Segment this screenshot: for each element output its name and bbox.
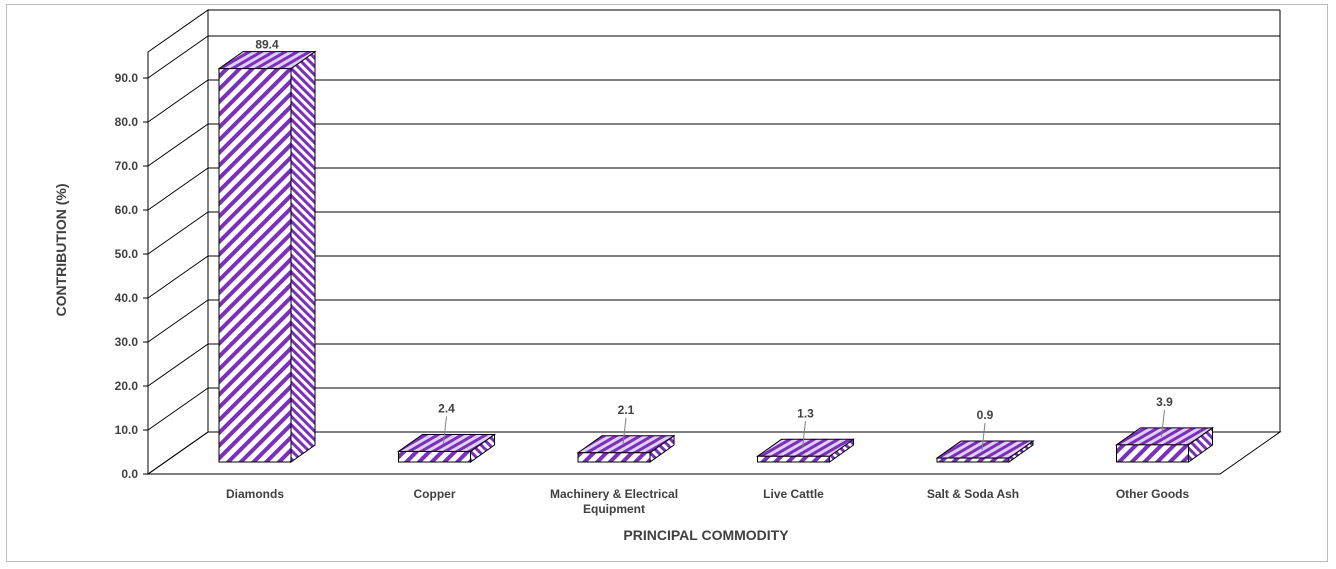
data-label: 89.4 (255, 38, 279, 52)
bar (755, 438, 856, 463)
floor (146, 431, 1282, 475)
data-label: 2.1 (618, 403, 635, 417)
bar (576, 434, 676, 463)
y-tick-label: 70.0 (115, 159, 139, 173)
leader-line (443, 416, 447, 444)
bar (396, 433, 497, 463)
gridline-diagonal (147, 167, 209, 211)
bar-front (218, 68, 292, 463)
bar (935, 440, 1035, 463)
side-wall (147, 9, 209, 475)
category-label: Diamonds (226, 487, 284, 501)
leader-line (802, 421, 806, 449)
gridline-diagonal (147, 343, 209, 387)
data-labels: 89.4 2.4 2.1 1.3 0.9 3.9 (255, 38, 1173, 451)
bar-front (398, 450, 471, 463)
category-label: Other Goods (1116, 487, 1190, 501)
category-labels: Diamonds Copper Machinery & Electrical Equi… (226, 487, 1189, 516)
bars (217, 50, 1215, 463)
bar-side (290, 50, 316, 463)
gridline-diagonal (147, 35, 209, 79)
gridline-diagonal (147, 255, 209, 299)
y-tick-label: 60.0 (115, 203, 139, 217)
y-tick-label: 90.0 (115, 71, 139, 85)
y-tick-labels: 0.0 10.0 20.0 30.0 40.0 50.0 60.0 70.0 80.0 90.0 (115, 71, 139, 481)
bar-front (757, 455, 830, 463)
y-tick-label: 20.0 (115, 379, 139, 393)
leader-line (981, 422, 986, 451)
y-tick-label: 10.0 (115, 423, 139, 437)
gridline-diagonal (147, 387, 209, 431)
data-label: 0.9 (977, 408, 994, 422)
category-label: Copper (414, 487, 456, 501)
gridline-diagonal (147, 431, 209, 475)
leader-line (622, 417, 627, 445)
category-label: Salt & Soda Ash (927, 487, 1019, 501)
gridlines (143, 35, 1280, 475)
bar-front (1116, 444, 1189, 463)
data-label: 2.4 (438, 401, 455, 415)
data-label: 3.9 (1156, 395, 1173, 409)
category-label: Machinery & Electrical Equipment (550, 487, 678, 516)
y-tick-label: 0.0 (121, 467, 138, 481)
gridline-diagonal (147, 79, 209, 123)
y-tick-label: 50.0 (115, 247, 139, 261)
x-axis-title: PRINCIPAL COMMODITY (623, 527, 789, 543)
y-axis-title: CONTRIBUTION (%) (53, 184, 69, 317)
bar-front (936, 457, 1010, 463)
bar (217, 50, 317, 463)
category-label: Live Cattle (763, 487, 824, 501)
data-label: 1.3 (797, 406, 814, 420)
bar (1114, 426, 1215, 463)
y-tick-label: 80.0 (115, 115, 139, 129)
leader-line (1161, 409, 1165, 437)
y-tick-label: 40.0 (115, 291, 139, 305)
gridline-diagonal (147, 299, 209, 343)
gridline-diagonal (147, 123, 209, 167)
gridline-diagonal (147, 211, 209, 255)
bar-front (577, 452, 651, 463)
y-tick-label: 30.0 (115, 335, 139, 349)
